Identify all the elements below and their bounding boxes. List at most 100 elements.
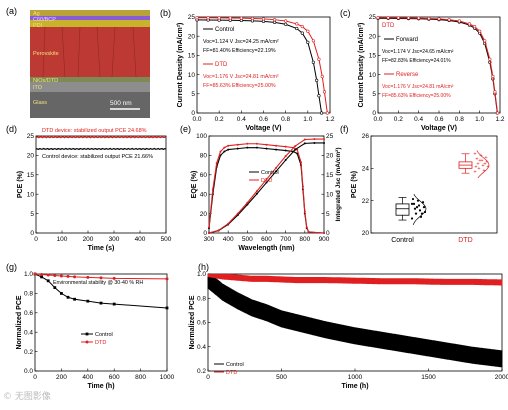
panel-label-b: (b) (160, 8, 171, 18)
stab-g-point (53, 286, 57, 289)
legend-c-forward: Forward (396, 37, 418, 43)
sem-label-ag: Ag (33, 11, 40, 17)
chart-e-y2label: Integrated Jsc (mA/cm²) (335, 147, 342, 221)
box-point: + (480, 158, 483, 164)
chart-e-ylabel: EQE (%) (191, 171, 198, 199)
eqe-point (223, 146, 226, 149)
jv-b-point (306, 40, 310, 44)
stab-g-point (165, 277, 169, 281)
jv-b-point (317, 57, 321, 61)
jv-c-point (478, 29, 482, 33)
chart-h-ytick-label: 1.0 (197, 271, 206, 278)
eqe-point (265, 143, 268, 146)
chart-c-xtick-label: 0.0 (373, 116, 382, 123)
panel-label-a: (a) (6, 6, 17, 16)
eqe-point (246, 146, 249, 149)
eqe-point (227, 222, 230, 225)
sem-label-glass: Glass (33, 100, 47, 106)
jv-b-point (311, 39, 315, 43)
chart-e-y2tick-label: 20 (326, 153, 334, 160)
chart-e: 300 400 500 600 700 800 900020406080100Wavelen… (191, 133, 342, 252)
eqe-point (246, 201, 249, 204)
chart-g-ytick-label: 0.2 (24, 349, 33, 356)
eqe-point (284, 155, 287, 158)
box-point: + (474, 165, 477, 171)
eqe-point (208, 226, 210, 229)
stab-g-point (40, 275, 43, 279)
chart-e-ytick-label: 60 (200, 172, 208, 179)
box-point (418, 209, 422, 212)
jv-c-point (495, 111, 500, 115)
chart-f-ytick-label: 24 (362, 166, 370, 173)
stab-g-point (99, 276, 103, 280)
chart-c-ytick-label: 20 (369, 33, 377, 40)
chart-c-xtick-label: 1.0 (475, 116, 484, 123)
sem-label-ito: ITO (33, 85, 43, 91)
annot-c-reverse-1: Voc=1.176 V Jsc=24.81 mA/cm² (382, 84, 454, 90)
eqe-point (265, 181, 268, 184)
eqe-point (217, 229, 220, 232)
chart-f-ytick-label: 22 (362, 198, 370, 205)
eqe-point (313, 141, 316, 144)
eqe-point (236, 143, 239, 146)
jv-b-point (295, 22, 299, 26)
chart-b-xtick-label: 0.2 (215, 116, 224, 123)
chart-b: 0.0 0.2 0.4 0.6 0.8 1.0 1.2 0 5 10 15 20 25 Voltage (… (177, 14, 335, 132)
chart-e-ytick-label: 80 (200, 153, 208, 160)
chart-g-xtick-label: 1000 (160, 374, 175, 381)
chart-c-ylabel: Current Density (mA/cm²) (358, 23, 365, 108)
legend-h-control: Control (226, 362, 244, 368)
legend-g-control-marker (85, 332, 89, 336)
eqe-point (313, 138, 316, 141)
eqe-point (275, 144, 278, 147)
eqe-line-control (208, 147, 325, 234)
stab-d-line-dtd (35, 136, 167, 139)
chart-c-ytick-label: 15 (369, 53, 377, 60)
charts: 0.0 0.2 0.4 0.6 0.8 1.0 1.2 0 5 10 15 20 25 Voltage (… (16, 14, 508, 390)
box-point (422, 206, 426, 209)
sem-layer-perovskite (30, 27, 150, 77)
panel-label-d: (d) (6, 124, 17, 134)
chart-h-xtick-label: 0 (206, 374, 210, 381)
jv-c-point (493, 90, 497, 94)
sem-label-pdi: PDI (33, 23, 43, 29)
chart-b-ytick-label: 0 (191, 110, 195, 117)
jv-b-point (300, 25, 304, 29)
stab-g-point (73, 275, 77, 279)
chart-h-xtick-label: 2000 (495, 374, 508, 381)
chart-h-ytick-label: 0.4 (197, 344, 206, 351)
jv-b-line-control (196, 19, 323, 114)
jv-c-point (386, 16, 390, 20)
jv-b-point (272, 20, 277, 24)
legend-e-control: Control (261, 170, 279, 176)
chart-b-ytick-label: 5 (191, 91, 195, 98)
chart-e-ytick-label: 100 (196, 133, 207, 140)
chart-h-xtick-label: 1000 (348, 374, 363, 381)
jv-c-point (457, 19, 461, 23)
chart-e-xtick-label: 400 (223, 236, 234, 243)
chart-b-xtick-label: 1.2 (325, 116, 334, 123)
chart-h-xlabel: Time (h) (341, 383, 368, 390)
jv-b-point (217, 16, 221, 20)
eqe-point (227, 144, 230, 147)
chart-d-ylabel: PCE (%) (17, 171, 24, 198)
sem-label-perovskite: Perovskite (33, 51, 59, 57)
chart-c-ytick-label: 25 (369, 14, 377, 21)
legend-h-dtd: DTD (226, 370, 237, 376)
jv-b-point (317, 94, 321, 98)
chart-e-y2tick-label: 10 (326, 191, 334, 198)
jv-b-point (284, 19, 288, 23)
jv-b-point (300, 31, 304, 35)
chart-c-xtick-label: 0.4 (414, 116, 423, 123)
box-point: + (484, 155, 487, 161)
jv-c-point (406, 16, 411, 20)
chart-e-ytick-label: 20 (200, 211, 208, 218)
annot-b-control-1: Voc=1.124 V Jsc=24.25 mA/cm² (203, 39, 279, 45)
stab-g-point (86, 275, 90, 279)
box-point: + (483, 161, 486, 167)
box-control (395, 194, 427, 226)
sem-layer-pdi (30, 20, 150, 27)
sem-label-c60: C60/BCP (33, 17, 56, 23)
jv-c-point (427, 16, 431, 21)
jv-b-point (284, 22, 288, 26)
